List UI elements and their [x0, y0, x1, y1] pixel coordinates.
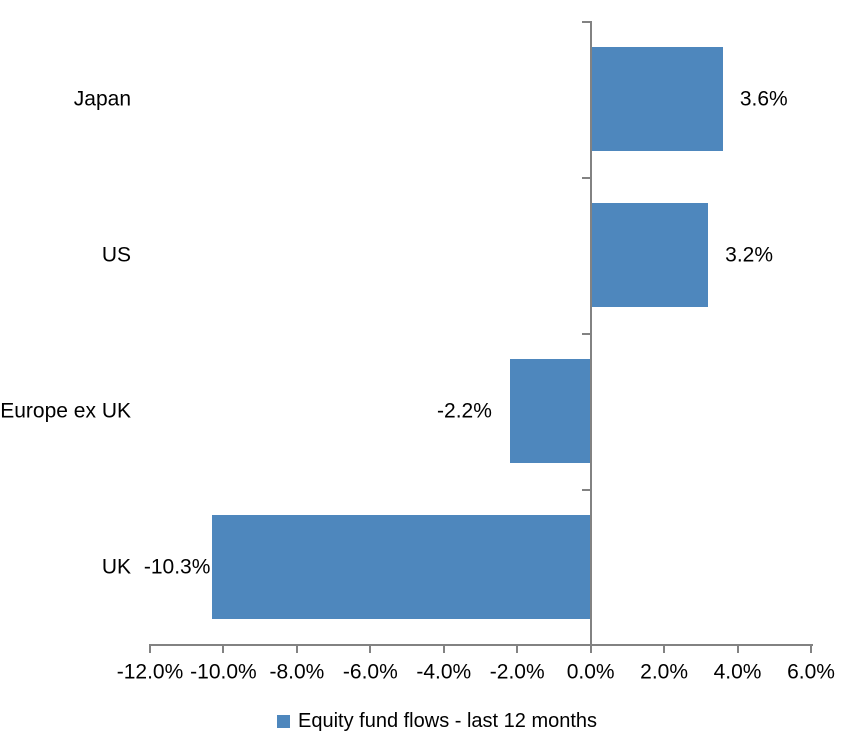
x-tick-label-0: -12.0%: [116, 660, 184, 684]
y-tick-1: [581, 177, 591, 179]
x-tick-3: [369, 644, 372, 653]
category-label-europe-ex-uk: Europe ex UK: [0, 399, 131, 423]
legend-label: Equity fund flows - last 12 months: [298, 710, 598, 732]
x-tick-label-7: 2.0%: [640, 660, 689, 684]
x-tick-1: [222, 644, 225, 653]
x-tick-label-1: -10.0%: [190, 660, 257, 684]
x-tick-2: [295, 644, 298, 653]
x-tick-8: [736, 644, 739, 653]
x-tick-5: [516, 644, 519, 653]
y-tick-3: [581, 489, 591, 491]
value-label-us: 3.2%: [725, 243, 774, 267]
x-axis-line: [150, 644, 813, 646]
bar-europe-ex-uk: [509, 358, 591, 464]
value-label-europe-ex-uk: -2.2%: [437, 399, 492, 423]
value-label-japan: 3.6%: [739, 87, 788, 111]
bar-us: [590, 202, 709, 308]
value-label-uk: -10.3%: [143, 555, 211, 579]
y-tick-2: [581, 333, 591, 335]
y-tick-0: [581, 21, 591, 23]
legend-swatch-icon: [277, 714, 290, 728]
x-tick-label-5: -2.0%: [489, 660, 545, 684]
legend: Equity fund flows - last 12 months: [277, 710, 597, 732]
x-tick-9: [810, 644, 812, 653]
category-label-japan: Japan: [73, 87, 131, 111]
bar-japan: [590, 46, 723, 152]
x-tick-label-8: 4.0%: [713, 660, 762, 684]
category-label-us: US: [101, 243, 131, 267]
x-tick-4: [442, 644, 445, 653]
x-tick-label-4: -4.0%: [416, 660, 472, 684]
bar-uk: [212, 514, 591, 620]
x-tick-label-9: 6.0%: [787, 660, 835, 684]
x-tick-label-3: -6.0%: [342, 660, 398, 684]
x-tick-label-2: -8.0%: [269, 660, 325, 684]
y-axis-line: [589, 21, 592, 645]
x-tick-label-6: 0.0%: [566, 660, 615, 684]
x-tick-6: [589, 644, 592, 653]
category-label-uk: UK: [101, 555, 131, 579]
x-tick-0: [149, 644, 151, 653]
x-tick-7: [663, 644, 666, 653]
